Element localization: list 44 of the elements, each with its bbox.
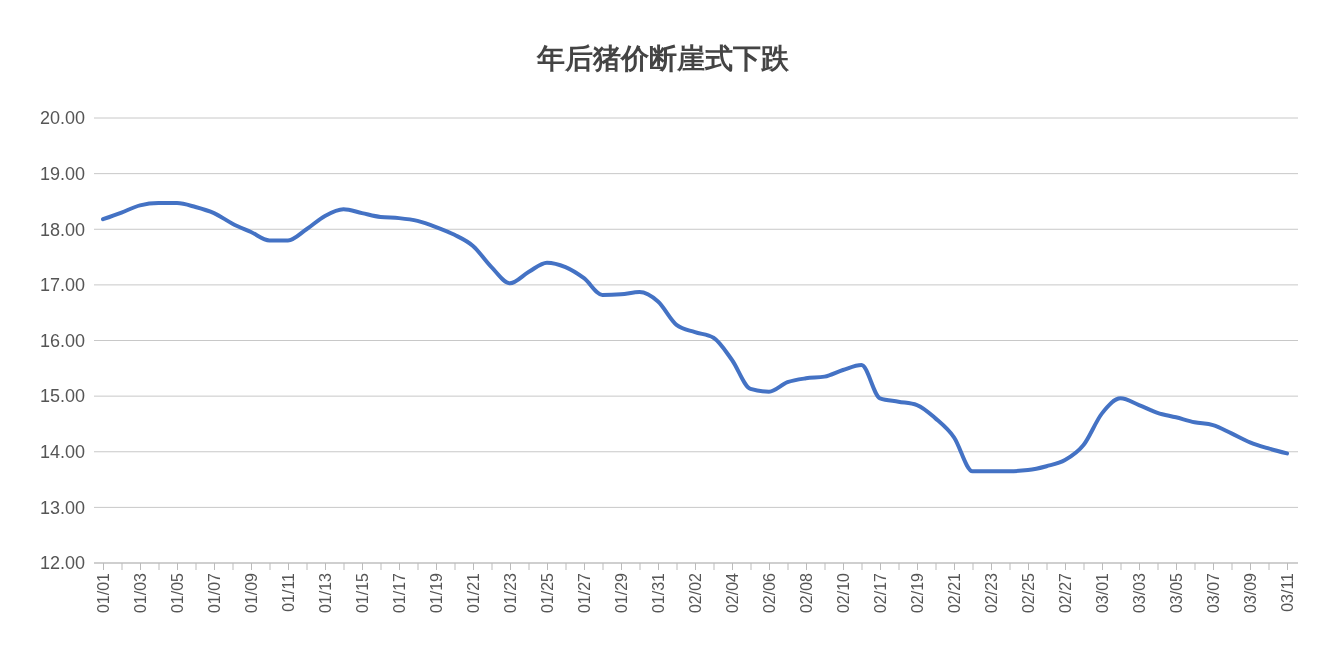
chart-title: 年后猪价断崖式下跌: [536, 42, 790, 75]
x-tick-label: 01/21: [465, 572, 483, 614]
x-tick-label: 01/17: [391, 572, 409, 614]
x-tick-label: 01/05: [169, 572, 187, 614]
x-tick-label: 01/19: [428, 572, 446, 614]
x-tick-label: 01/13: [317, 572, 335, 614]
x-tick-label: 02/17: [872, 572, 890, 614]
x-tick-label: 01/09: [243, 572, 261, 614]
line-series: [101, 201, 1289, 474]
x-tick-label: 03/01: [1094, 572, 1112, 614]
x-tick-label: 03/07: [1205, 572, 1223, 614]
y-tick-label: 13.00: [39, 497, 85, 518]
x-tick-label: 02/08: [798, 572, 816, 614]
x-tick-label: 01/01: [95, 572, 113, 614]
x-tick-label: 03/03: [1131, 572, 1149, 614]
x-tick-label: 02/02: [687, 572, 705, 614]
x-tick-label: 02/19: [909, 572, 927, 614]
x-tick-label: 01/29: [613, 572, 631, 614]
x-tick-label: 01/03: [132, 572, 150, 614]
y-tick-label: 18.00: [39, 219, 85, 240]
y-tick-label: 15.00: [39, 386, 85, 407]
y-tick-label: 12.00: [39, 553, 85, 574]
x-tick-label: 02/25: [1020, 572, 1038, 614]
x-tick-label: 03/05: [1168, 572, 1186, 614]
x-tick-label: 02/27: [1057, 572, 1075, 614]
y-tick-label: 16.00: [39, 330, 85, 351]
x-tick-label: 01/31: [650, 572, 668, 614]
x-tick-label: 01/07: [206, 572, 224, 614]
x-tick-label: 03/09: [1242, 572, 1260, 614]
x-tick-label: 02/10: [835, 572, 853, 614]
x-tick-label: 02/23: [983, 572, 1001, 614]
x-tick-label: 01/25: [539, 572, 557, 614]
y-tick-label: 19.00: [39, 163, 85, 184]
x-tick-label: 02/04: [724, 572, 742, 614]
x-tick-label: 01/15: [354, 572, 372, 614]
y-tick-label: 14.00: [39, 442, 85, 463]
x-tick-label: 02/06: [761, 572, 779, 614]
y-tick-label: 20.00: [39, 108, 85, 129]
x-tick-label: 01/23: [502, 572, 520, 614]
y-tick-label: 17.00: [39, 275, 85, 296]
x-tick-label: 02/21: [946, 572, 964, 614]
x-tick-label: 01/11: [280, 572, 298, 612]
x-tick-label: 03/11: [1279, 572, 1297, 612]
x-tick-label: 01/27: [576, 572, 594, 614]
